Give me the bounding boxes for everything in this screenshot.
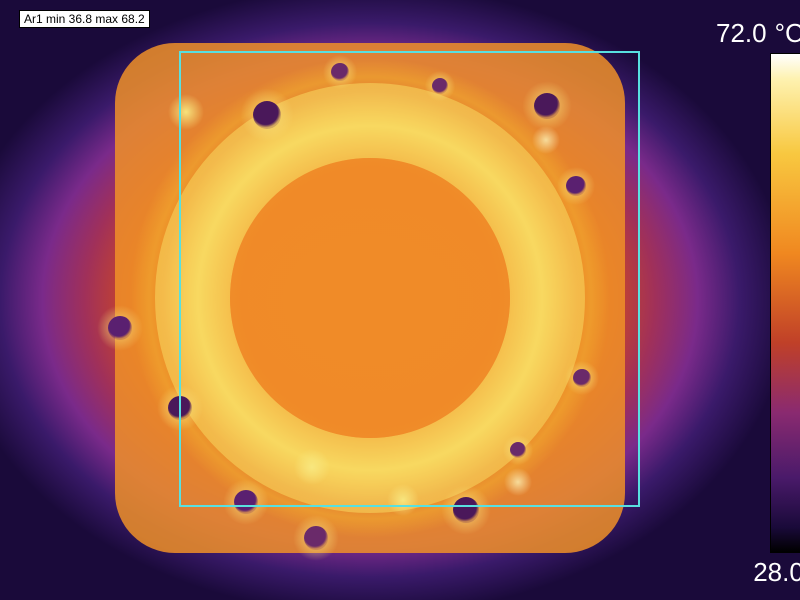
colorbar-min-label: 28.0 <box>753 557 800 588</box>
roi-rectangle[interactable] <box>179 51 640 507</box>
colorbar-gradient <box>770 53 800 553</box>
colorbar-unit: °C <box>775 18 800 49</box>
colorbar-max-label: 72.0 <box>716 18 767 49</box>
colorbar: 72.0 °C 28.0 <box>716 18 800 588</box>
thermal-canvas: Ar1 min 36.8 max 68.2 72.0 °C 28.0 <box>0 0 800 600</box>
roi-label: Ar1 min 36.8 max 68.2 <box>19 10 150 28</box>
